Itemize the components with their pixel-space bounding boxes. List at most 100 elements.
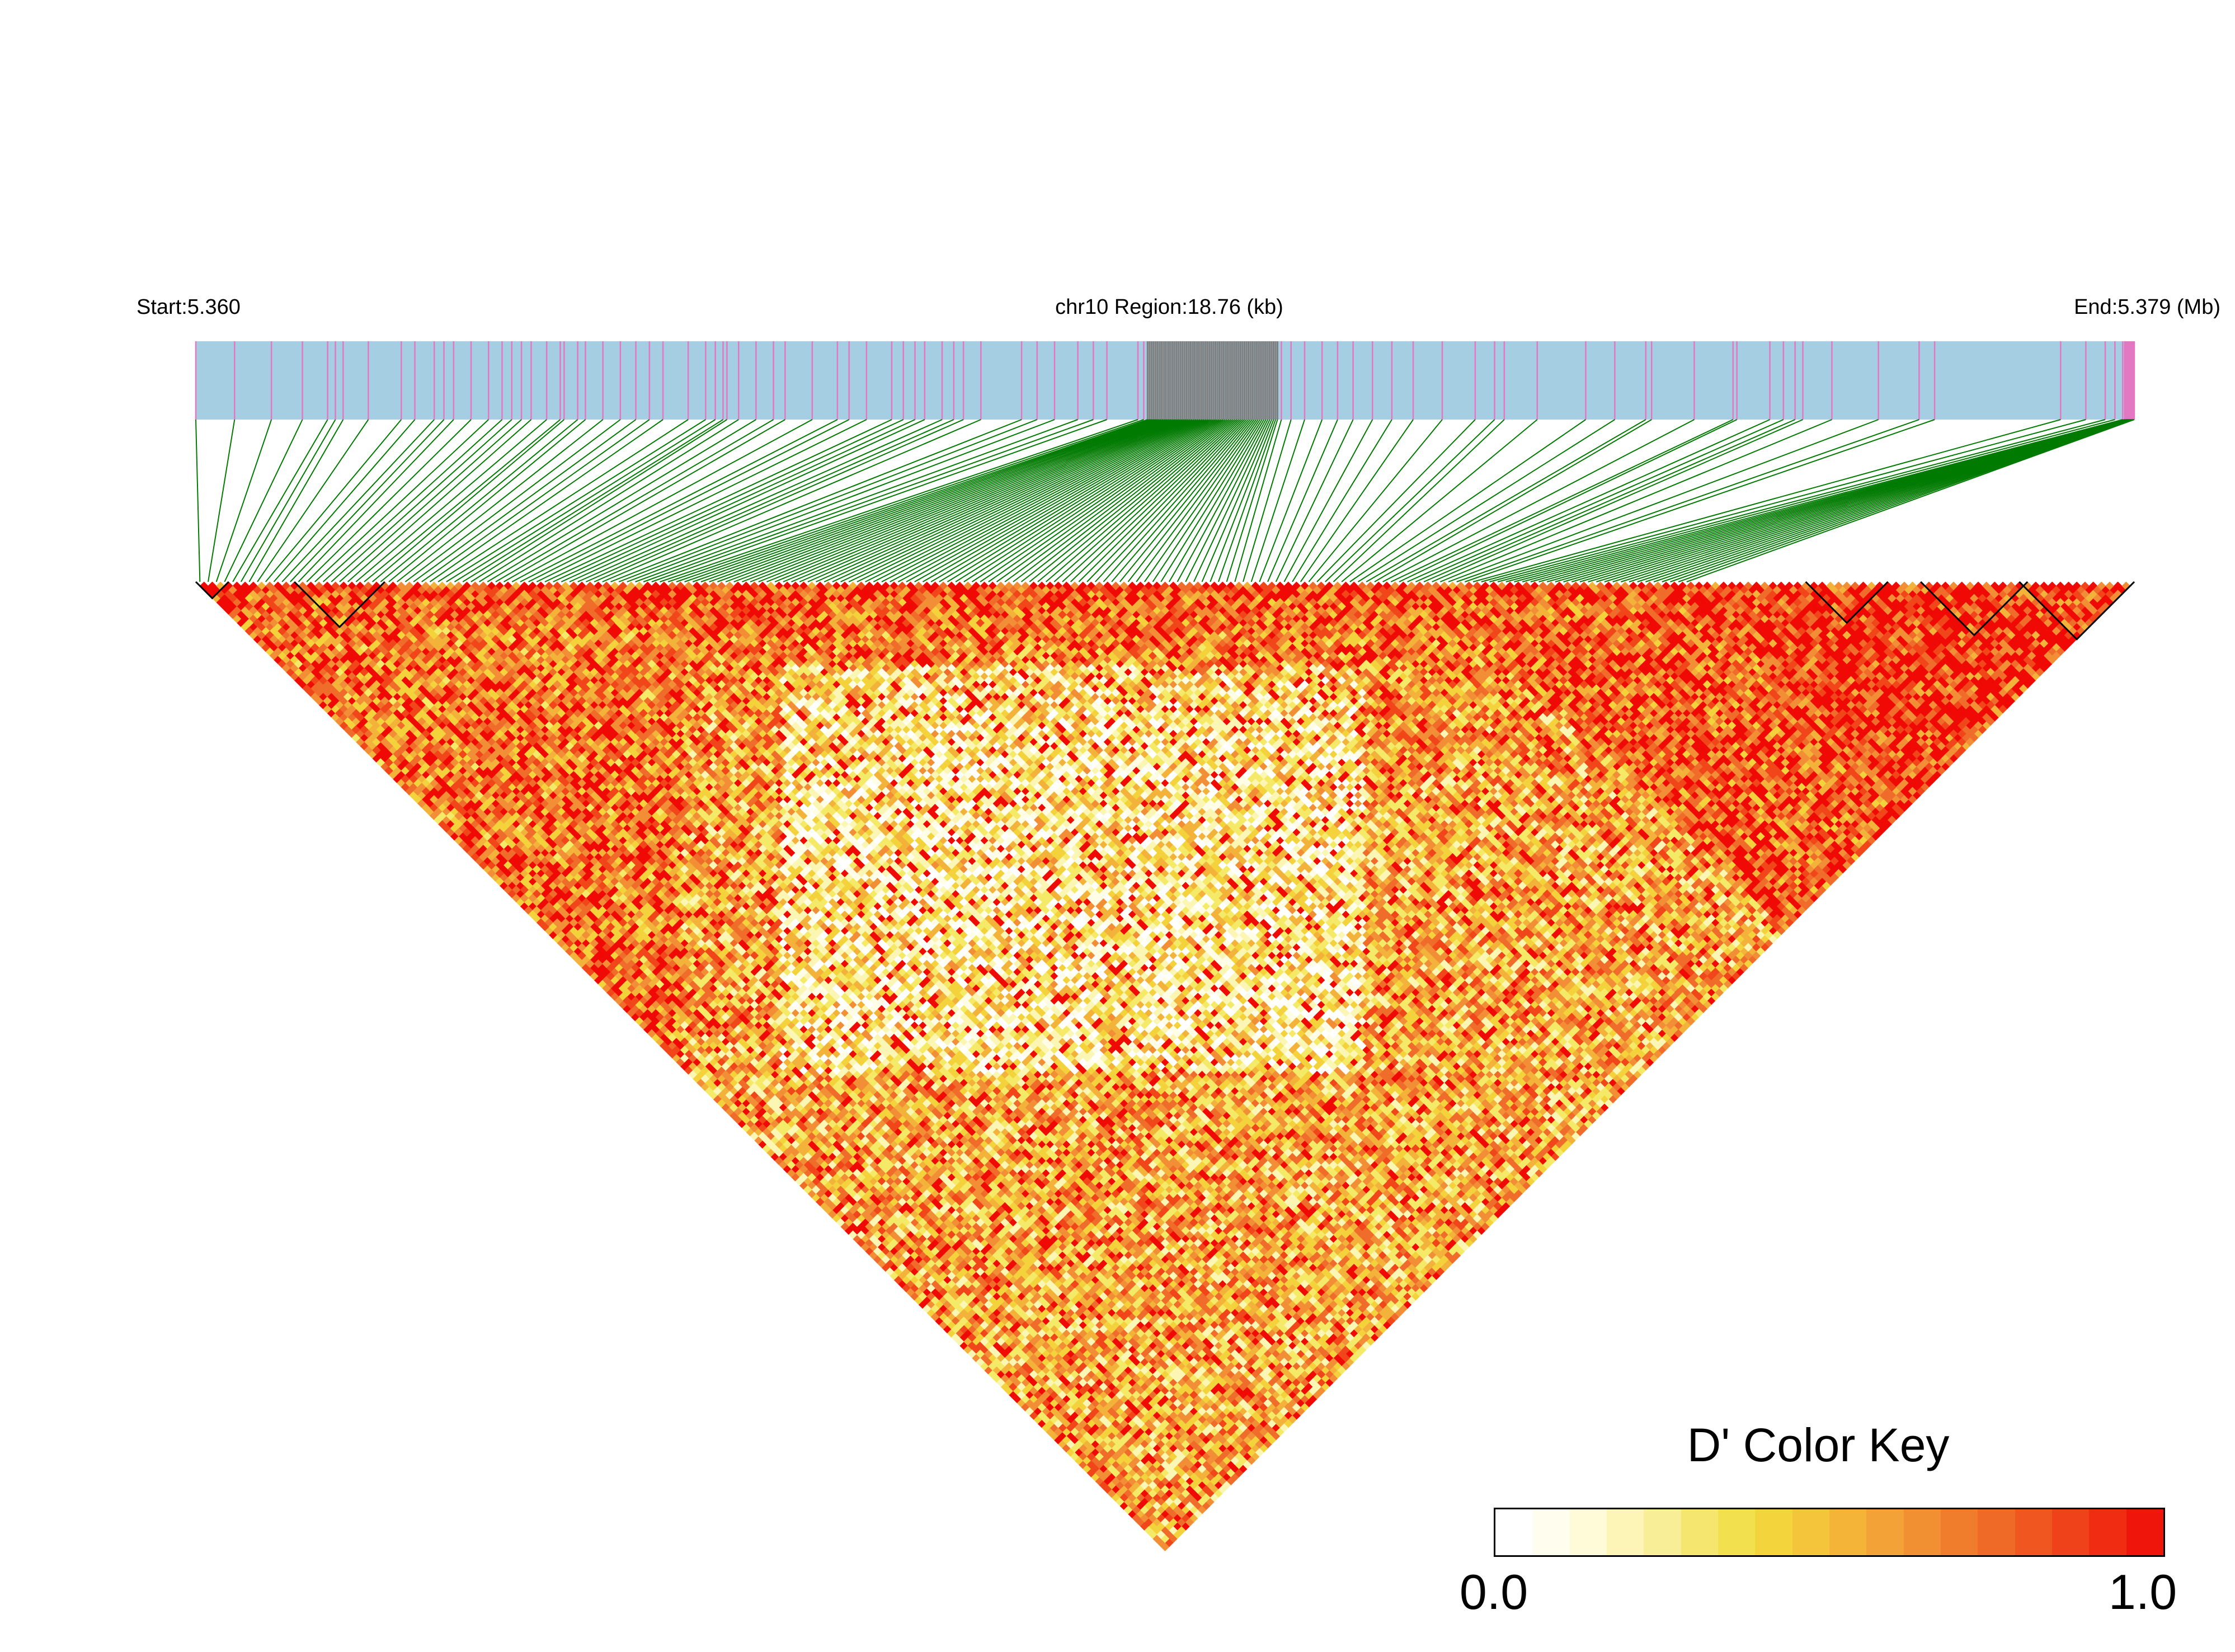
snp-connector-line (1432, 419, 1803, 582)
color-key-segment (1940, 1509, 1978, 1555)
snp-connector-line (397, 419, 604, 582)
color-key-segment (1495, 1509, 1533, 1555)
snp-connector-line (215, 419, 272, 582)
snp-connector-line (322, 419, 503, 582)
color-key-min-label: 0.0 (1459, 1564, 1528, 1620)
snp-connector-line (511, 419, 813, 582)
snp-connector-line (339, 419, 522, 582)
snp-connector-line (602, 419, 981, 582)
snp-connector-line (610, 419, 1022, 582)
snp-connector-line (380, 419, 578, 582)
ld-block-outline (2018, 581, 2135, 641)
snp-connector-line (1283, 419, 1373, 582)
color-key-segment (1866, 1509, 1904, 1555)
color-key-segment (1792, 1509, 1829, 1555)
snp-connector-line (783, 419, 1173, 582)
snp-connector-line (881, 419, 1197, 582)
snp-connector-line (1390, 419, 1734, 582)
snp-connector-line (1037, 419, 1234, 582)
snp-connector-line (651, 419, 1107, 582)
snp-connector-line (504, 419, 785, 582)
snp-connector-line (281, 419, 435, 582)
snp-connector-line (1374, 419, 1652, 582)
snp-connector-line (347, 419, 532, 582)
snp-connector-line (643, 419, 1094, 582)
snp-connector-line (404, 419, 621, 582)
snp-connector-line (1472, 419, 2061, 582)
snp-connector-line (536, 419, 867, 582)
snp-connector-line (627, 419, 1055, 582)
ld-block-outline (1920, 581, 2029, 637)
snp-connector-line (865, 419, 1193, 582)
snp-connector-line (569, 419, 925, 582)
snp-connector-line (1292, 419, 1392, 582)
snp-connector-line (1250, 419, 1305, 582)
snp-connector-line (684, 419, 1150, 582)
snp-connector-line (240, 419, 336, 582)
snp-connector-line (306, 419, 472, 582)
snp-connector-line (1078, 419, 1243, 582)
snp-connector-line (1341, 419, 1538, 582)
snp-connector-line (996, 419, 1224, 582)
color-key-segment (1829, 1509, 1867, 1555)
color-key-segment (2015, 1509, 2052, 1555)
color-key-segment (1606, 1509, 1644, 1555)
color-key-segment (1569, 1509, 1607, 1555)
snp-connector-line (1670, 419, 2134, 582)
snp-connector-line (1522, 419, 2126, 582)
snp-connector-line (660, 419, 1138, 582)
snp-connector-line (355, 419, 547, 582)
snp-connector-line (1152, 419, 1261, 582)
snp-connector-line (963, 419, 1216, 582)
snp-connector-line (388, 419, 586, 582)
snp-connector-line (1333, 419, 1505, 582)
snp-track (195, 341, 2135, 420)
snp-connector-line (553, 419, 904, 582)
snp-connector-line (816, 419, 1181, 582)
snp-connector-line (1201, 419, 1272, 582)
snp-connector-line (824, 419, 1183, 582)
snp-connector-line (1497, 419, 2115, 582)
snp-connector-line (1481, 419, 2086, 582)
snp-connector-line (1489, 419, 2106, 582)
snp-connector-line (1439, 419, 1832, 582)
snp-connector-line (1678, 419, 2134, 582)
snp-connector-line (1013, 419, 1227, 582)
snp-connector-line (1465, 419, 1935, 582)
snp-connector-line (1662, 419, 2133, 582)
ld-block-outline (1805, 581, 1889, 624)
color-key-segment (1755, 1509, 1792, 1555)
snp-connector-line (799, 419, 1177, 582)
snp-connector-line (577, 419, 943, 582)
snp-connector-line (906, 419, 1202, 582)
snp-connector-line (1407, 419, 1770, 582)
snp-connector-line (594, 419, 964, 582)
snp-connector-line (290, 419, 445, 582)
snp-connector-line (1086, 419, 1245, 582)
color-key-gradient (1494, 1508, 2165, 1557)
color-key-max-label: 1.0 (2108, 1564, 2177, 1620)
snp-connector-line (1193, 419, 1271, 582)
snp-connector-line (273, 419, 416, 582)
snp-connector-line (897, 419, 1201, 582)
snp-connector-line (667, 419, 1144, 582)
snp-connector-line (774, 419, 1171, 582)
snp-connector-line (791, 419, 1175, 582)
snp-connector-line (495, 419, 774, 582)
snp-connector-line (372, 419, 564, 582)
snp-connector-line (1415, 419, 1784, 582)
snp-connector-line (298, 419, 454, 582)
snp-connector-line (1259, 419, 1323, 582)
snp-connector-line (1275, 419, 1354, 582)
snp-connector-line (750, 419, 1165, 582)
snp-connector-line (1316, 419, 1476, 582)
snp-connector-line (1300, 419, 1414, 582)
snp-connector-line (807, 419, 1179, 582)
snp-connector-line (314, 419, 489, 582)
snp-connector-line (692, 419, 1152, 582)
snp-connector-line (413, 419, 637, 582)
color-key-segment (1644, 1509, 1681, 1555)
snp-connector-line (462, 419, 724, 582)
snp-connector-line (930, 419, 1208, 582)
color-key-segment (2089, 1509, 2126, 1555)
